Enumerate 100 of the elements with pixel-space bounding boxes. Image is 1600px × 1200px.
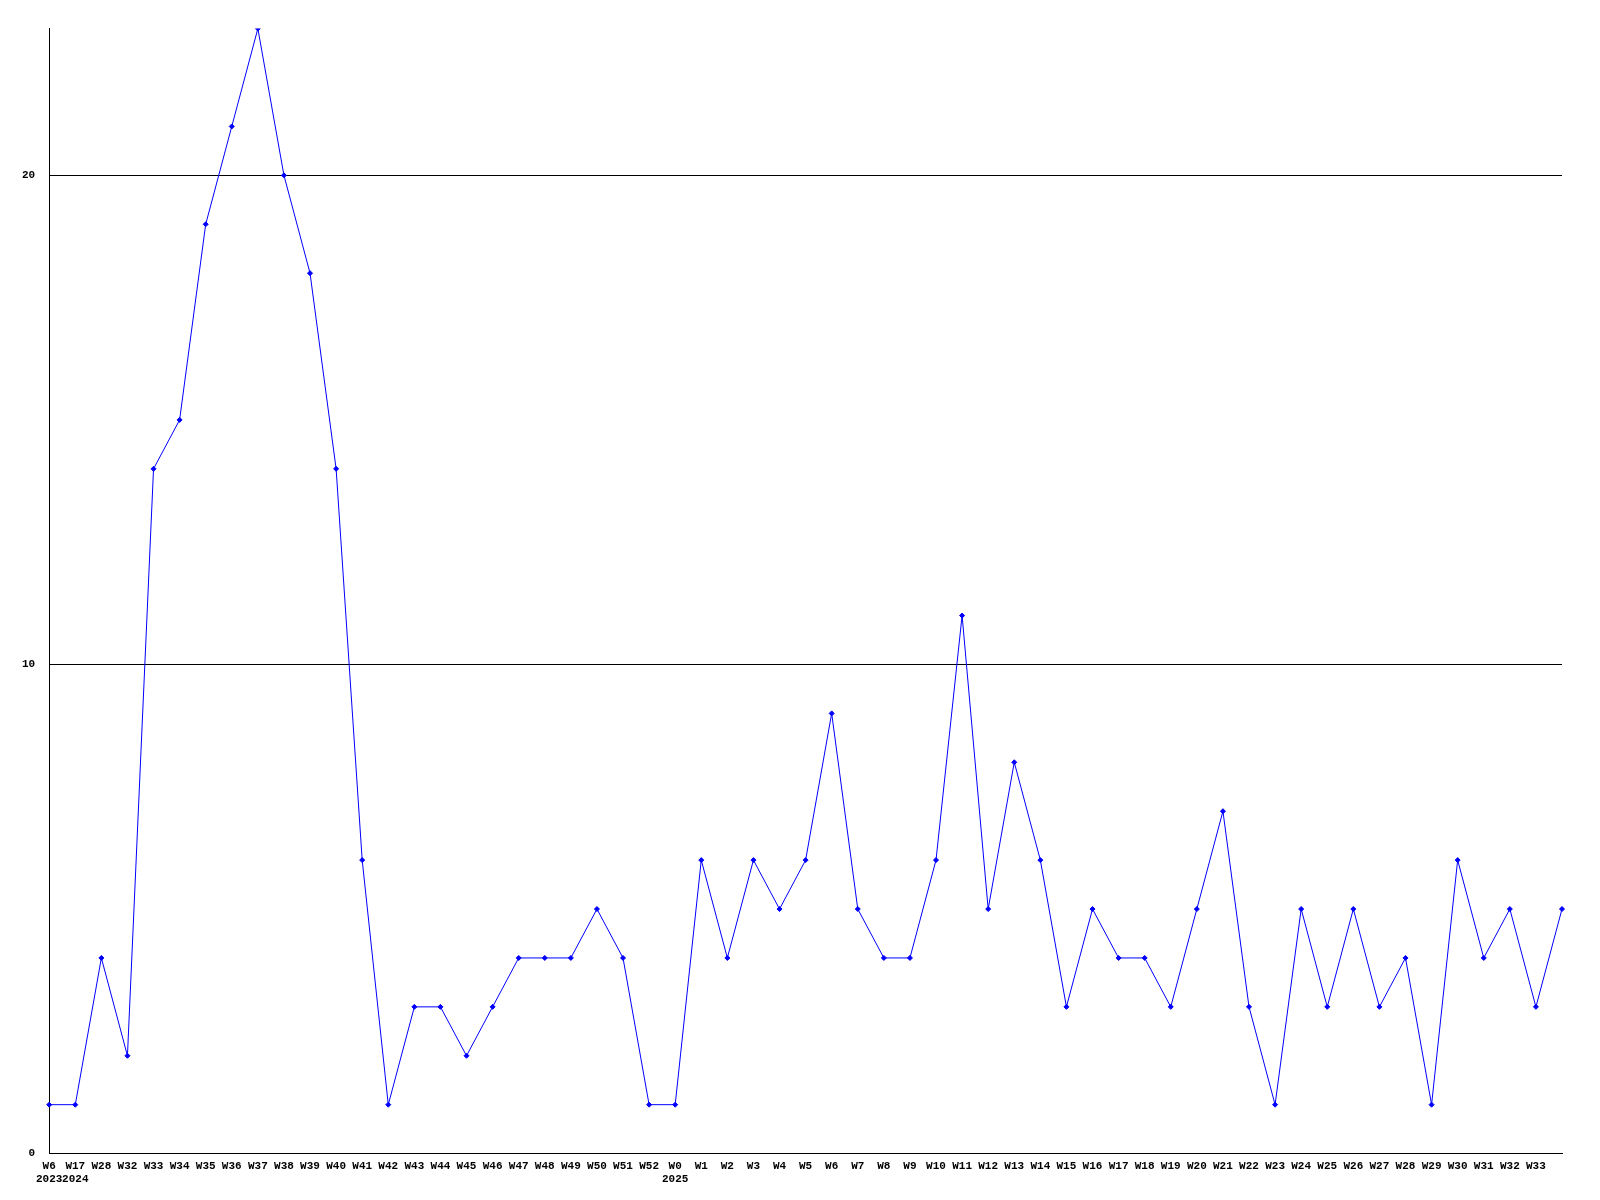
x-tick-label: W12 [978, 1159, 999, 1172]
point [176, 416, 183, 423]
x-tick-label: W20 [1186, 1159, 1207, 1172]
point [202, 221, 209, 228]
point [46, 1101, 53, 1108]
x-tick-label: W15 [1056, 1159, 1077, 1172]
point [1480, 954, 1487, 961]
x-tick-label: W3 [746, 1159, 761, 1172]
point [385, 1101, 392, 1108]
x-tick-label: W30 [1447, 1159, 1468, 1172]
x-tick-label: W52 [639, 1159, 660, 1172]
x-tick-label: W8 [877, 1159, 891, 1172]
x-tick-label: W43 [404, 1159, 425, 1172]
point [124, 1052, 131, 1059]
point [933, 857, 940, 864]
x-tick-label: W6 2023 [36, 1159, 63, 1186]
x-tick-label: W1 [694, 1159, 709, 1172]
y-tick-label: 10 [22, 658, 36, 671]
point [515, 954, 522, 961]
point [280, 172, 287, 179]
y-tick-label: 0 [28, 1147, 36, 1160]
x-tick-label: W13 [1004, 1159, 1025, 1172]
x-tick-label: W2 [720, 1159, 734, 1172]
point [1063, 1003, 1070, 1010]
x-tick-label: W33 [1526, 1159, 1547, 1172]
point [437, 1003, 444, 1010]
point [1454, 857, 1461, 864]
x-tick-label: W25 [1317, 1159, 1338, 1172]
x-tick-label: W17 [1108, 1159, 1129, 1172]
point [1298, 906, 1305, 913]
point [567, 954, 574, 961]
point [802, 857, 809, 864]
x-tick-label: W46 [482, 1159, 503, 1172]
point [1115, 954, 1122, 961]
x-tick-label: W31 [1473, 1159, 1495, 1172]
x-tick-label: W32 [1499, 1159, 1520, 1172]
point [1037, 857, 1044, 864]
x-tick-label: W19 [1160, 1159, 1181, 1172]
point [541, 954, 548, 961]
point [228, 123, 235, 130]
point [1428, 1101, 1435, 1108]
point [72, 1101, 79, 1108]
point [1376, 1003, 1383, 1010]
x-tick-label: W21 [1213, 1159, 1234, 1172]
x-tick-label: W18 [1134, 1159, 1155, 1172]
point [776, 906, 783, 913]
x-tick-label: W45 [456, 1159, 477, 1172]
x-tick-label: W7 [851, 1159, 865, 1172]
x-tick-label: W34 [169, 1159, 190, 1172]
x-tick-label: W35 [195, 1159, 216, 1172]
y-tick-label: 20 [22, 169, 36, 182]
point [489, 1003, 496, 1010]
point [1219, 808, 1226, 815]
x-tick-label: W24 [1291, 1159, 1312, 1172]
point [1011, 759, 1018, 766]
x-tick-label: W32 [117, 1159, 138, 1172]
point [750, 857, 757, 864]
point [724, 954, 731, 961]
x-tick-label: W9 [903, 1159, 917, 1172]
x-tick-label: W10 [926, 1159, 946, 1172]
point [1141, 954, 1148, 961]
point [959, 612, 966, 619]
point [646, 1101, 653, 1108]
point [150, 465, 157, 472]
x-tick-label: W5 [799, 1159, 813, 1172]
x-tick-label: W39 [300, 1159, 320, 1172]
x-tick-label: W14 [1030, 1159, 1051, 1172]
x-tick-label: W42 [378, 1159, 399, 1172]
x-tick-label: W17 2024 [62, 1159, 89, 1186]
point [1506, 906, 1513, 913]
point [1089, 906, 1096, 913]
x-tick-label: W22 [1239, 1159, 1259, 1172]
x-tick-label: W51 [613, 1159, 634, 1172]
x-tick-label: W47 [508, 1159, 529, 1172]
point [333, 465, 340, 472]
x-tick-label: W48 [534, 1159, 556, 1172]
x-tick-label: W28 [91, 1159, 112, 1172]
point [620, 954, 627, 961]
point [1272, 1101, 1279, 1108]
point [1324, 1003, 1331, 1010]
x-tick-label: W33 [143, 1159, 164, 1172]
x-tick-label: W36 [221, 1159, 242, 1172]
point [411, 1003, 418, 1010]
x-tick-label: W0 2025 [661, 1159, 689, 1186]
point [98, 954, 105, 961]
point [672, 1101, 679, 1108]
x-tick-label: W44 [430, 1159, 451, 1172]
x-tick-label: W11 [952, 1159, 973, 1172]
point [463, 1052, 470, 1059]
x-tick-label: W29 [1421, 1159, 1442, 1172]
point [1193, 906, 1200, 913]
point [1532, 1003, 1539, 1010]
x-tick-label: W38 [274, 1159, 295, 1172]
point [1167, 1003, 1174, 1010]
x-tick-label: W37 [247, 1159, 268, 1172]
x-tick-label: W49 [560, 1159, 581, 1172]
point [880, 954, 887, 961]
point [1350, 906, 1357, 913]
x-tick-label: W26 [1343, 1159, 1364, 1172]
point [1559, 906, 1565, 913]
